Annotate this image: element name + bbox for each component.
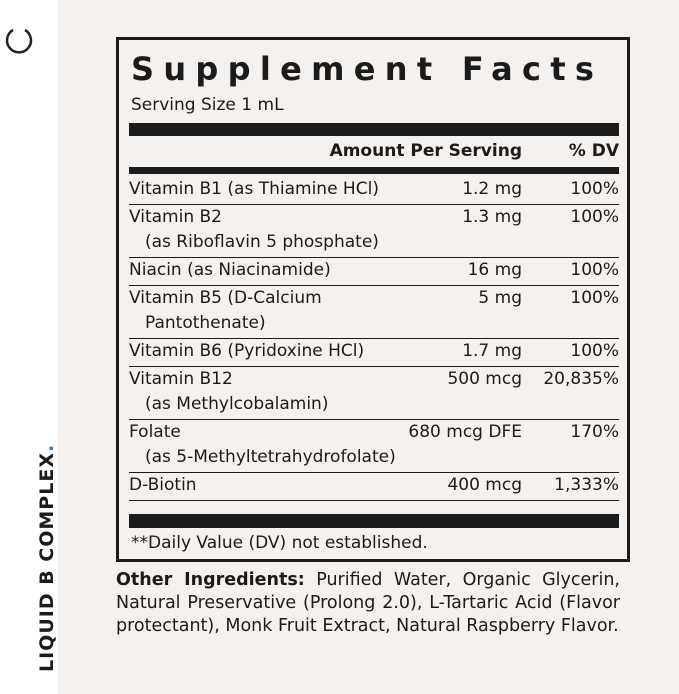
amount: 680 mcg DFE — [408, 422, 522, 442]
daily-value: 100% — [570, 288, 619, 308]
title: Supplement Facts — [131, 50, 604, 88]
loading-icon — [5, 28, 33, 54]
daily-value: 100% — [570, 260, 619, 280]
nutrient-name: Vitamin B2 — [129, 207, 223, 227]
amount-header: Amount Per Serving — [329, 141, 522, 161]
dv-header: % DV — [568, 141, 619, 161]
nutrient-row: Vitamin B2 (as Riboflavin 5 phosphate) 1.3… — [129, 205, 619, 258]
background — [58, 0, 679, 694]
amount: 16 mg — [467, 260, 522, 280]
other-text: Purified Water, Organic Glycerin, Natura… — [116, 570, 620, 636]
nutrient-row: Vitamin B5 (D-Calcium Pantothenate) 5 mg 10… — [129, 286, 619, 339]
amount: 5 mg — [478, 288, 522, 308]
daily-value: 100% — [570, 179, 619, 199]
footnote: **Daily Value (DV) not established. — [131, 533, 428, 553]
daily-value: 1,333% — [554, 475, 619, 495]
nutrient-name: Niacin (as Niacinamide) — [129, 260, 331, 280]
other-label: Other Ingredients: — [116, 570, 305, 590]
daily-value: 100% — [570, 207, 619, 227]
nutrient-name: D-Biotin — [129, 475, 197, 495]
daily-value: 100% — [570, 341, 619, 361]
nutrient-name: Vitamin B5 (D-Calcium — [129, 288, 322, 308]
other-ingredients: Other Ingredients: Purified Water, Organ… — [116, 569, 620, 638]
product-dot: . — [36, 443, 58, 453]
product-name: LIQUID B COMPLEX. — [36, 444, 58, 672]
nutrient-name: Folate — [129, 422, 181, 442]
amount: 1.7 mg — [462, 341, 522, 361]
daily-value: 20,835% — [543, 369, 619, 389]
nutrient-name: Vitamin B1 (as Thiamine HCl) — [129, 179, 379, 199]
nutrient-name: (as 5-Methyltetrahydrofolate) — [145, 447, 396, 467]
nutrient-name: (as Methylcobalamin) — [145, 394, 329, 414]
nutrient-row: Folate (as 5-Methyltetrahydrofolate) 680 m… — [129, 420, 619, 473]
nutrient-row: Vitamin B6 (Pyridoxine HCl) 1.7 mg 100% — [129, 339, 619, 367]
nutrient-name: (as Riboflavin 5 phosphate) — [145, 232, 379, 252]
amount: 1.2 mg — [462, 179, 522, 199]
medium-rule — [129, 167, 619, 174]
nutrient-name: Vitamin B6 (Pyridoxine HCl) — [129, 341, 365, 361]
product-text: LIQUID B COMPLEX — [36, 452, 58, 672]
nutrient-row: D-Biotin 400 mcg 1,333% — [129, 473, 619, 501]
facts-panel: Supplement Facts Serving Size 1 mL Amoun… — [116, 37, 630, 562]
daily-value: 170% — [570, 422, 619, 442]
serving-size: Serving Size 1 mL — [131, 95, 284, 115]
thick-rule — [129, 123, 619, 136]
amount: 400 mcg — [447, 475, 522, 495]
nutrient-row: Vitamin B12 (as Methylcobalamin) 500 mcg 20… — [129, 367, 619, 420]
nutrient-row: Niacin (as Niacinamide) 16 mg 100% — [129, 258, 619, 286]
thick-rule — [129, 514, 619, 528]
nutrient-name: Vitamin B12 — [129, 369, 233, 389]
amount: 500 mcg — [447, 369, 522, 389]
amount: 1.3 mg — [462, 207, 522, 227]
header-row: Amount Per Serving % DV — [129, 141, 619, 167]
nutrient-row: Vitamin B1 (as Thiamine HCl) 1.2 mg 100% — [129, 177, 619, 205]
nutrient-name: Pantothenate) — [145, 313, 266, 333]
